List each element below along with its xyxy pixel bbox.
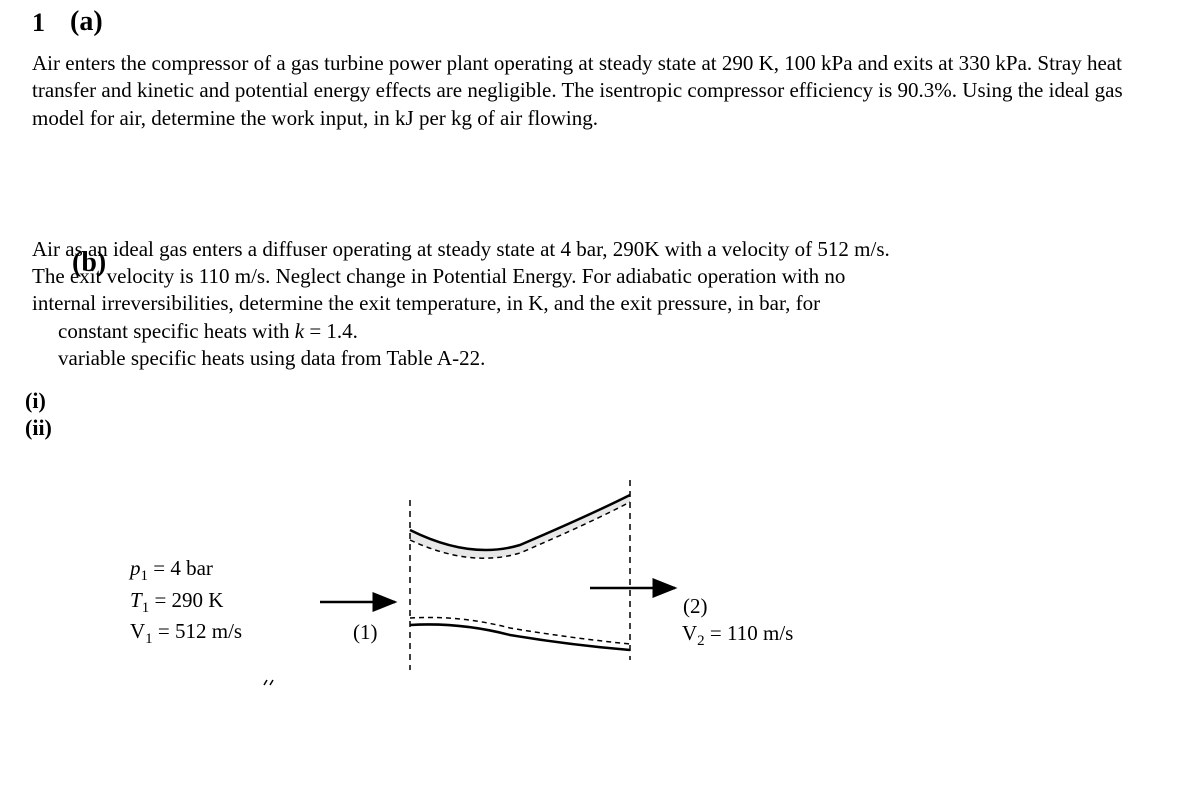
problem-a-text: Air enters the compressor of a gas turbi… xyxy=(30,50,1150,132)
problem-b-text: Air as an ideal gas enters a diffuser op… xyxy=(30,236,1150,372)
diffuser-svg xyxy=(250,480,810,700)
diffuser-bottom-wall xyxy=(410,624,630,650)
V1-val: = 512 m/s xyxy=(153,619,242,643)
line4-val: = 1.4. xyxy=(304,319,358,343)
p1-val: = 4 bar xyxy=(148,556,213,580)
diffuser-shade xyxy=(410,495,630,558)
problem-b-line2: The exit velocity is 110 m/s. Neglect ch… xyxy=(32,263,1148,290)
problem-b-line4: constant specific heats with k = 1.4. xyxy=(32,318,1148,345)
problem-b-line5: variable specific heats using data from … xyxy=(32,345,1148,372)
T1-val: = 290 K xyxy=(149,588,223,612)
problem-a-body: Air enters the compressor of a gas turbi… xyxy=(32,51,1123,130)
p1-sub: 1 xyxy=(141,568,149,584)
V1-sub: 1 xyxy=(145,632,153,648)
diffuser-bottom-dashed xyxy=(410,617,630,644)
problem-b-line3: internal irreversibilities, determine th… xyxy=(32,290,1148,317)
p1-label: p1 = 4 bar xyxy=(130,555,242,587)
circled-1: 1 xyxy=(32,8,45,37)
p1-var: p xyxy=(130,556,141,580)
annotation-number-1: 1 xyxy=(32,8,45,38)
T1-var: T xyxy=(130,588,142,612)
annotation-sub-ii: (ii) xyxy=(25,415,52,441)
annotation-letter-a: (a) xyxy=(70,6,103,38)
annotation-sub-i: (i) xyxy=(25,388,46,414)
line4-k: k xyxy=(295,319,304,343)
problem-b-line1: Air as an ideal gas enters a diffuser op… xyxy=(32,236,1148,263)
annotation-letter-b: (b) xyxy=(72,247,106,279)
tick-marks xyxy=(264,680,273,685)
diffuser-diagram: p1 = 4 bar T1 = 290 K V1 = 512 m/s (1) (… xyxy=(120,480,900,730)
V1-label: V1 = 512 m/s xyxy=(130,618,242,650)
inlet-state-labels: p1 = 4 bar T1 = 290 K V1 = 512 m/s xyxy=(130,555,242,650)
V1-var: V xyxy=(130,619,145,643)
T1-label: T1 = 290 K xyxy=(130,587,242,619)
line4-pre: constant specific heats with xyxy=(58,319,295,343)
diffuser-top-wall xyxy=(410,495,630,550)
